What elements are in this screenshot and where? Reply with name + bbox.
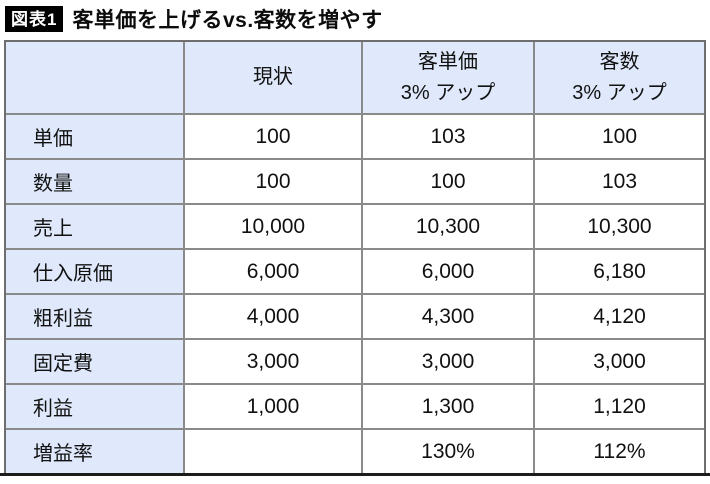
table-cell: 112% <box>535 430 704 473</box>
table-cell: 100 <box>185 160 361 203</box>
row-label-unit-price: 単価 <box>6 115 183 158</box>
header-current: 現状 <box>185 42 361 113</box>
table-cell: 10,300 <box>535 205 704 248</box>
header-line: 現状 <box>253 66 293 88</box>
table-cell: 3,000 <box>363 340 533 383</box>
row-label-gross-profit: 粗利益 <box>6 295 183 338</box>
figure-title: 図表1 客単価を上げるvs.客数を増やす <box>5 4 383 34</box>
row-label-cost-of-goods: 仕入原価 <box>6 250 183 293</box>
row-label-profit: 利益 <box>6 385 183 428</box>
table-cell: 100 <box>535 115 704 158</box>
row-label-profit-growth-rate: 増益率 <box>6 430 183 473</box>
table-cell: 100 <box>185 115 361 158</box>
table-cell: 1,300 <box>363 385 533 428</box>
table-cell: 4,000 <box>185 295 361 338</box>
comparison-table: 現状 客単価 3% アップ 客数 3% アップ 単価 100 103 100 数… <box>4 40 706 475</box>
header-empty <box>6 42 183 113</box>
table-cell: 4,120 <box>535 295 704 338</box>
row-label-fixed-costs: 固定費 <box>6 340 183 383</box>
table-cell: 3,000 <box>535 340 704 383</box>
figure-badge: 図表1 <box>5 6 64 32</box>
table-cell: 100 <box>363 160 533 203</box>
table-cell: 1,000 <box>185 385 361 428</box>
table-cell: 6,000 <box>185 250 361 293</box>
table-cell: 6,180 <box>535 250 704 293</box>
header-line: 客単価 <box>418 50 478 73</box>
header-line: 客数 <box>599 50 640 73</box>
row-label-sales: 売上 <box>6 205 183 248</box>
bottom-rule <box>0 473 710 476</box>
table-cell: 3,000 <box>185 340 361 383</box>
header-customer-count-up: 客数 3% アップ <box>535 42 704 113</box>
table-cell: 10,000 <box>185 205 361 248</box>
header-unit-price-up: 客単価 3% アップ <box>363 42 533 113</box>
table-cell: 103 <box>535 160 704 203</box>
table-cell: 1,120 <box>535 385 704 428</box>
table-cell: 6,000 <box>363 250 533 293</box>
table-cell: 4,300 <box>363 295 533 338</box>
header-line: 3% アップ <box>572 81 667 104</box>
header-line: 3% アップ <box>400 81 496 104</box>
table-cell <box>185 430 361 473</box>
table-cell: 10,300 <box>363 205 533 248</box>
table-cell: 130% <box>363 430 533 473</box>
table-cell: 103 <box>363 115 533 158</box>
row-label-quantity: 数量 <box>6 160 183 203</box>
figure-title-text: 客単価を上げるvs.客数を増やす <box>72 9 383 32</box>
